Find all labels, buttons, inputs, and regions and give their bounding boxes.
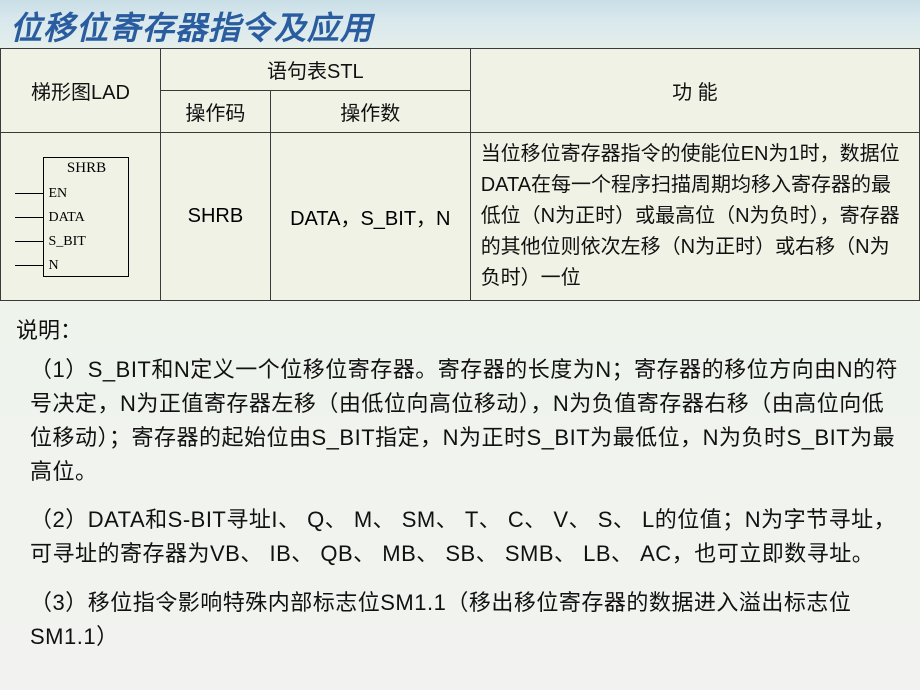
notes-section: 说明： （1）S_BIT和N定义一个位移位寄存器。寄存器的长度为N；寄存器的移位… <box>0 301 920 654</box>
cell-func: 当位移位寄存器指令的使能位EN为1时，数据位DATA在每一个程序扫描周期均移入寄… <box>470 133 919 301</box>
ladder-pin: DATA <box>48 210 84 226</box>
header-stl: 语句表STL <box>160 49 470 91</box>
ladder-wire <box>15 217 43 218</box>
title-bar: 位移位寄存器指令及应用 <box>0 0 920 48</box>
header-operand: 操作数 <box>270 91 470 133</box>
header-lad: 梯形图LAD <box>1 49 161 133</box>
note-item: （2）DATA和S-BIT寻址I、 Q、 M、 SM、 T、 C、 V、 S、 … <box>30 503 904 571</box>
ladder-wire <box>15 265 43 266</box>
cell-operand: DATA，S_BIT，N <box>270 133 470 301</box>
ladder-wire <box>15 241 43 242</box>
ladder-pin: S_BIT <box>48 234 85 250</box>
page-title: 位移位寄存器指令及应用 <box>10 3 373 49</box>
cell-opcode: SHRB <box>160 133 270 301</box>
note-item: （3）移位指令影响特殊内部标志位SM1.1（移出移位寄存器的数据进入溢出标志位S… <box>30 586 904 654</box>
instruction-table: 梯形图LAD 语句表STL 功 能 操作码 操作数 SHRB EN DATA S… <box>0 48 920 301</box>
ladder-block: SHRB EN DATA S_BIT N <box>15 157 145 277</box>
header-func: 功 能 <box>470 49 919 133</box>
note-item: （1）S_BIT和N定义一个位移位寄存器。寄存器的长度为N；寄存器的移位方向由N… <box>30 353 904 489</box>
ladder-title: SHRB <box>44 160 128 177</box>
header-opcode: 操作码 <box>160 91 270 133</box>
cell-lad: SHRB EN DATA S_BIT N <box>1 133 161 301</box>
ladder-pin: EN <box>48 186 67 202</box>
ladder-wire <box>15 193 43 194</box>
ladder-pin: N <box>48 258 58 274</box>
notes-title: 说明： <box>16 313 904 345</box>
